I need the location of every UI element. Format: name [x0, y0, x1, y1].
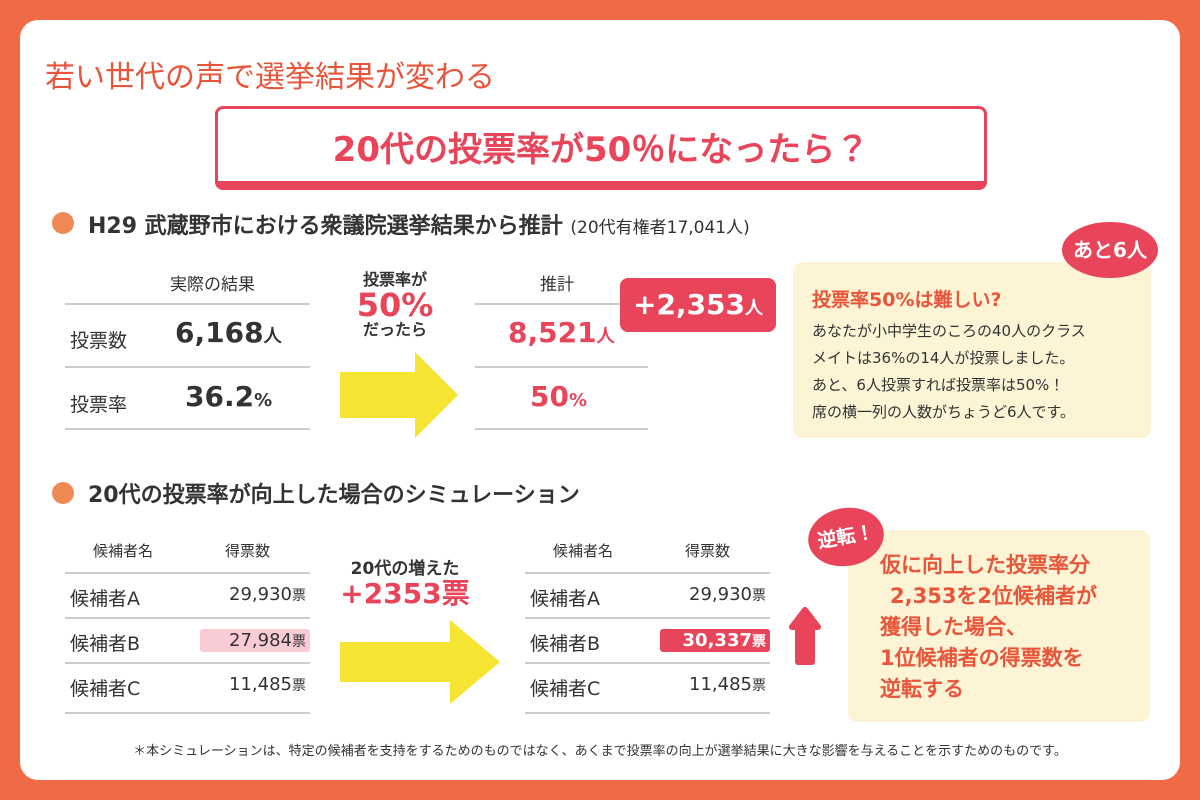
line: あと、6人投票すれば投票率は50%！ — [812, 376, 1065, 394]
unit: % — [254, 390, 273, 411]
number: 50 — [530, 380, 569, 413]
row-label: 候補者C — [530, 678, 601, 700]
bubble: あと6人 — [1062, 222, 1158, 278]
callout-body: あなたが小中学生のころの40人のクラス メイトは36%の14人が投票しました。 … — [812, 318, 1086, 426]
value: 29,930票 — [660, 584, 766, 605]
line: 逆転する — [880, 677, 964, 701]
banner-box — [215, 106, 987, 190]
number: 36.2 — [185, 380, 255, 413]
col-header: 候補者名 — [553, 542, 614, 560]
row-label: 投票数 — [70, 330, 128, 352]
value: 11,485票 — [200, 674, 306, 695]
text: +2353票 — [340, 576, 470, 610]
row-label: 候補者A — [530, 588, 600, 610]
row-label: 候補者B — [530, 633, 601, 655]
icon — [52, 482, 74, 504]
row-label: 投票率 — [70, 394, 128, 416]
value: 11,485票 — [660, 674, 766, 695]
number: 29,930 — [689, 584, 752, 605]
unit: 人 — [263, 326, 282, 347]
col-header: 実際の結果 — [170, 275, 255, 295]
unit: 票 — [292, 634, 306, 650]
rule — [525, 662, 770, 664]
line: メイトは36%の14人が投票しました。 — [812, 349, 1075, 367]
text: 20代の増えた — [350, 559, 460, 579]
line: 2,353を2位候補者が — [890, 584, 1098, 608]
unit: 票 — [752, 634, 766, 650]
number: 11,485 — [689, 674, 752, 695]
col-header: 候補者名 — [93, 542, 154, 560]
text: 投票率が — [362, 270, 427, 289]
rule — [475, 366, 648, 368]
unit: 票 — [292, 588, 306, 604]
value: 27,984票 — [200, 629, 310, 652]
icon — [52, 212, 74, 234]
number: 30,337 — [682, 630, 752, 651]
result-text: 仮に向上した投票率分 2,353を2位候補者が 獲得した場合、 1位候補者の得票… — [880, 550, 1097, 705]
col-header: 得票数 — [225, 542, 271, 560]
rule — [65, 428, 310, 430]
number: 8,521 — [508, 316, 597, 349]
number: 27,984 — [229, 630, 292, 651]
note: (20代有権者17,041人) — [570, 218, 750, 238]
result-box — [848, 530, 1150, 722]
unit: 票 — [752, 678, 766, 694]
rule — [65, 366, 310, 368]
rule — [65, 712, 310, 714]
rule — [65, 303, 310, 305]
number: 29,930 — [229, 584, 292, 605]
line: 獲得した場合、 — [880, 615, 1027, 639]
row-label: 候補者A — [70, 588, 140, 610]
rule — [525, 617, 770, 619]
title: 若い世代の声で選挙結果が変わる — [45, 60, 495, 95]
rule — [65, 662, 310, 664]
section-heading: H29 武蔵野市における衆議院選挙結果から推計 (20代有権者17,041人) — [88, 208, 750, 240]
footnote: ＊本シミュレーションは、特定の候補者を支持をするためのものではなく、あくまで投票… — [133, 744, 1067, 759]
text: だったら — [362, 320, 427, 340]
value: 8,521人 — [508, 316, 615, 349]
callout-title: 投票率50%は難しい? — [812, 289, 1002, 311]
banner: 20代の投票率が50％になったら？ — [332, 130, 870, 170]
value: 29,930票 — [200, 584, 306, 605]
unit: 票 — [752, 588, 766, 604]
arrow-label: 投票率が 50% だったら — [330, 270, 460, 340]
unit: 人 — [596, 326, 615, 347]
value: 6,168人 — [175, 316, 282, 349]
line: 1位候補者の得票数を — [880, 646, 1084, 670]
rule — [525, 712, 770, 714]
callout-box — [793, 262, 1151, 438]
number: 11,485 — [229, 674, 292, 695]
rule — [475, 428, 648, 430]
line: 席の横一列の人数がちょうど6人です。 — [812, 403, 1076, 421]
unit: 票 — [292, 678, 306, 694]
rule — [65, 572, 310, 574]
col-header: 得票数 — [685, 542, 731, 560]
number: +2,353 — [632, 288, 746, 321]
rule — [475, 303, 648, 305]
text: 50% — [356, 285, 434, 324]
arrow — [340, 352, 458, 438]
value: 30,337票 — [660, 629, 770, 652]
arrow — [340, 620, 500, 704]
value: 50% — [530, 380, 587, 413]
line: あなたが小中学生のころの40人のクラス — [812, 322, 1086, 340]
section-heading: 20代の投票率が向上した場合のシミュレーション — [88, 483, 580, 508]
col-header: 推計 — [540, 275, 574, 295]
up-arrow — [789, 607, 821, 665]
heading: H29 武蔵野市における衆議院選挙結果から推計 — [88, 214, 563, 239]
number: 6,168 — [175, 316, 264, 349]
unit: 人 — [745, 298, 764, 319]
badge: +2,353人 — [620, 278, 776, 332]
value: 36.2% — [185, 380, 272, 413]
line: 仮に向上した投票率分 — [880, 553, 1090, 577]
unit: % — [568, 390, 588, 411]
arrow-label: 20代の増えた +2353票 — [325, 560, 485, 609]
rule — [525, 572, 770, 574]
row-label: 候補者C — [70, 678, 141, 700]
rule — [65, 617, 310, 619]
row-label: 候補者B — [70, 633, 141, 655]
